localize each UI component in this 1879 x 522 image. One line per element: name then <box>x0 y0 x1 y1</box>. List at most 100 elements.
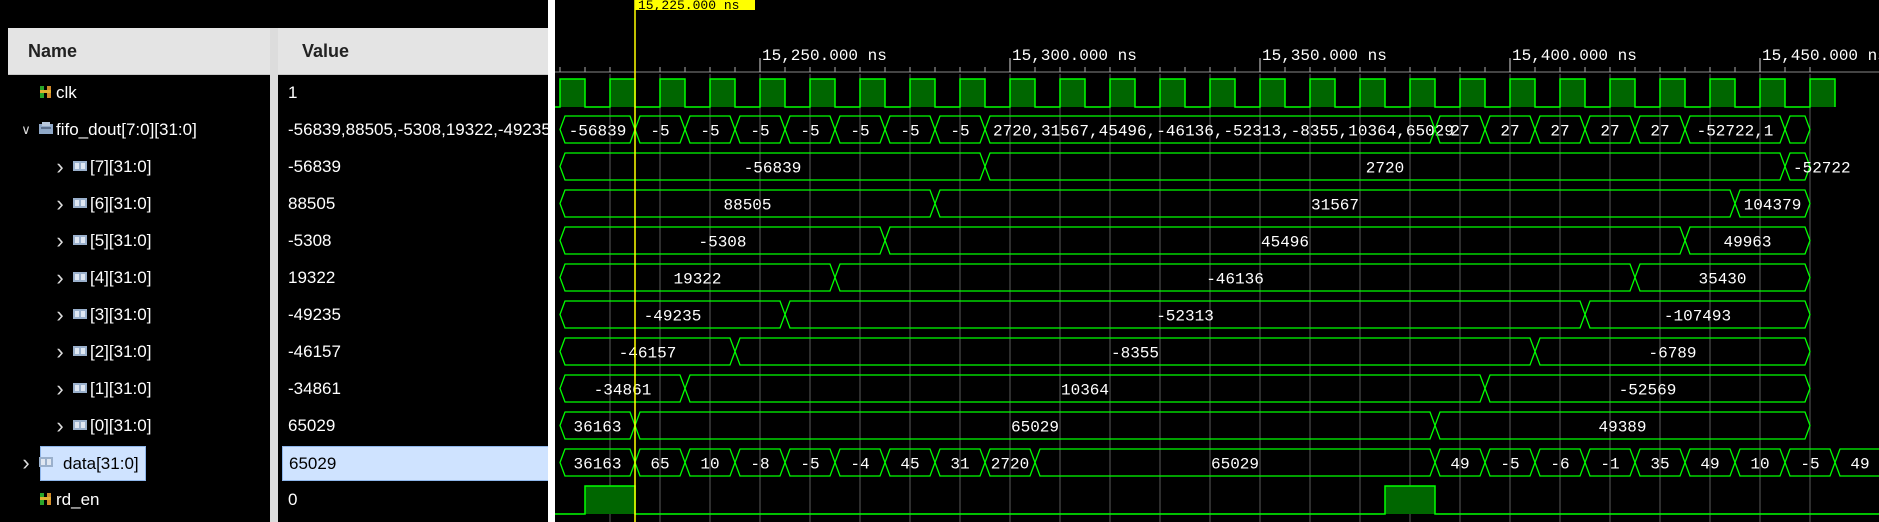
expand-chevron-icon[interactable]: › <box>56 228 64 253</box>
expand-chevron-icon[interactable]: › <box>56 154 64 179</box>
bus-value-label: -34861 <box>594 382 652 400</box>
cursor-time-flag <box>635 0 755 10</box>
bus-value-label: 27 <box>1600 123 1619 141</box>
bus-value-label: 27 <box>1500 123 1519 141</box>
bus-segment <box>1634 263 1811 292</box>
signal-row[interactable]: › [4][31:0] 19322 <box>0 259 548 296</box>
signal-row[interactable]: › [7][31:0] -56839 <box>0 148 548 185</box>
signal-row[interactable]: rd_en 0 <box>0 481 548 518</box>
column-splitter[interactable] <box>270 28 278 522</box>
bus-value-label: -8 <box>750 456 769 474</box>
waveform-pane[interactable]: 15,250.000 ns 15,300.000 ns 15,350.000 ns 1… <box>555 0 1879 522</box>
signal-name[interactable]: [6][31:0] <box>90 194 152 213</box>
bus-value-label: 27 <box>1450 123 1469 141</box>
rd-en-trace <box>555 485 1879 515</box>
name-column-header[interactable]: Name <box>28 41 78 61</box>
signal-row[interactable]: › data[31:0] 65029 <box>0 444 550 481</box>
clk-high-pulse <box>1010 79 1035 107</box>
bus-value-label: -46157 <box>619 345 677 363</box>
signal-row[interactable]: ∨ fifo_dout[7:0][31:0] -56839,88505,-5308,… <box>0 111 548 148</box>
signal-value: 65029 <box>288 416 336 435</box>
bus-value-label: 49 <box>1450 456 1469 474</box>
signal-row[interactable]: › [0][31:0] 65029 <box>0 407 548 444</box>
signal-name[interactable]: data[31:0] <box>40 446 146 481</box>
collapse-chevron-icon[interactable]: ∨ <box>21 122 31 137</box>
fifo-dout-lane-wave: -56839 2720 -52722 <box>559 152 1851 181</box>
bus-value-label: -5 <box>950 123 969 141</box>
signal-name[interactable]: [0][31:0] <box>90 416 152 435</box>
expand-chevron-icon[interactable]: › <box>56 376 64 401</box>
bus-value-label: -5 <box>900 123 919 141</box>
expand-chevron-icon[interactable]: › <box>56 339 64 364</box>
bus-value-label: -52722 <box>1793 160 1851 178</box>
clk-high-pulse <box>960 79 985 107</box>
signal-row[interactable]: › [1][31:0] -34861 <box>0 370 548 407</box>
clk-high-pulse <box>610 79 635 107</box>
signal-row[interactable]: clk 1 <box>0 74 548 111</box>
signal-name[interactable]: [1][31:0] <box>90 379 152 398</box>
bus-icon <box>72 158 88 174</box>
signal-row[interactable]: › [2][31:0] -46157 <box>0 333 548 370</box>
bus-value-label: 45496 <box>1261 234 1309 252</box>
expand-chevron-icon[interactable]: › <box>56 191 64 216</box>
fifo-dout-lane-wave: 36163 65029 49389 <box>559 411 1811 440</box>
signal-name[interactable]: [7][31:0] <box>90 157 152 176</box>
cursor-time-label: 15,225.000 ns <box>638 0 739 13</box>
signal-name[interactable]: [3][31:0] <box>90 305 152 324</box>
signal-row[interactable]: › [5][31:0] -5308 <box>0 222 548 259</box>
bus-icon <box>38 454 54 470</box>
ruler-label: 15,250.000 ns <box>762 47 887 65</box>
waveform-canvas[interactable]: 15,250.000 ns 15,300.000 ns 15,350.000 ns 1… <box>555 0 1879 522</box>
rd-en-high-pulse <box>1385 486 1435 514</box>
signal-name[interactable]: [4][31:0] <box>90 268 152 287</box>
signal-name[interactable]: rd_en <box>56 490 100 509</box>
signal-value: -49235 <box>288 305 341 324</box>
panel-splitter[interactable] <box>548 0 555 522</box>
clk-high-pulse <box>860 79 885 107</box>
clk-high-pulse <box>1710 79 1735 107</box>
bus-value-label: 2720 <box>1366 160 1404 178</box>
time-cursor[interactable]: 15,225.000 ns <box>634 0 755 522</box>
bus-value-label: -52313 <box>1156 308 1214 326</box>
bus-segment <box>1684 226 1811 255</box>
signal-name[interactable]: [5][31:0] <box>90 231 152 250</box>
expand-chevron-icon[interactable]: › <box>22 450 30 475</box>
expand-chevron-icon[interactable]: › <box>56 413 64 438</box>
expand-chevron-icon[interactable]: › <box>56 302 64 327</box>
bus-value-label: -8355 <box>1111 345 1159 363</box>
value-column-header[interactable]: Value <box>302 41 350 61</box>
clk-high-pulse <box>810 79 835 107</box>
bus-icon <box>72 306 88 322</box>
fifo-dout-lane-wave: -5308 45496 49963 <box>559 226 1811 255</box>
signal-value: -56839,88505,-5308,19322,-49235,-46157,-… <box>288 120 548 139</box>
expand-chevron-icon[interactable]: › <box>56 265 64 290</box>
signal-row[interactable]: › [6][31:0] 88505 <box>0 185 548 222</box>
signal-name[interactable]: clk <box>56 83 77 102</box>
bus-value-label: 35430 <box>1698 271 1746 289</box>
bus-array-icon <box>38 121 54 137</box>
bus-value-label: -49235 <box>644 308 702 326</box>
clk-high-pulse <box>1260 79 1285 107</box>
signal-row[interactable]: › [3][31:0] -49235 <box>0 296 548 333</box>
bus-value-label: -56839 <box>569 123 627 141</box>
bus-segment <box>1434 411 1811 440</box>
ruler-label: 15,450.000 ns <box>1762 47 1879 65</box>
column-header: Name Value <box>8 28 554 75</box>
bus-segment <box>1784 152 1811 181</box>
bus-value-label: 49389 <box>1598 419 1646 437</box>
bus-value-label: 19322 <box>673 271 721 289</box>
bus-value-label: -5 <box>850 123 869 141</box>
bus-value-label: -4 <box>850 456 869 474</box>
bus-value-label: 10 <box>1750 456 1769 474</box>
ruler-label: 15,350.000 ns <box>1262 47 1387 65</box>
fifo-dout-lane-wave: -49235 -52313 -107493 <box>559 300 1811 329</box>
bus-icon <box>72 343 88 359</box>
clk-high-pulse <box>1610 79 1635 107</box>
bus-value-label: -107493 <box>1664 308 1731 326</box>
signal-value: 0 <box>288 490 298 509</box>
rd-en-high-pulse <box>585 486 635 514</box>
signal-name[interactable]: fifo_dout[7:0][31:0] <box>56 120 197 139</box>
bus-value-label: -6789 <box>1648 345 1696 363</box>
signal-name[interactable]: [2][31:0] <box>90 342 152 361</box>
